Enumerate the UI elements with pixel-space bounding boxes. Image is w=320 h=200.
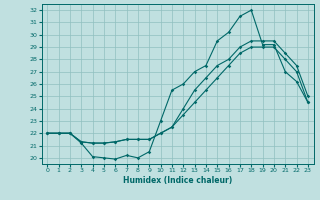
X-axis label: Humidex (Indice chaleur): Humidex (Indice chaleur): [123, 176, 232, 185]
